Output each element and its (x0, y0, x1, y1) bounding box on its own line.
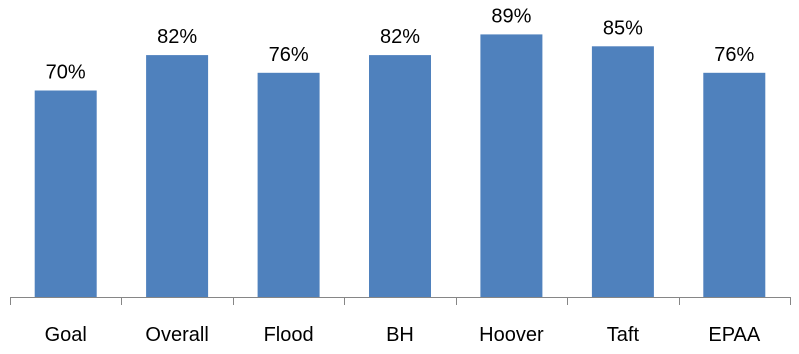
data-label-hoover: 89% (491, 5, 531, 27)
x-tick-label-overall: Overall (145, 324, 208, 346)
bar-taft (591, 46, 654, 298)
data-label-taft: 85% (603, 17, 643, 39)
bar-goal (34, 90, 97, 297)
x-tick-label-epaa: EPAA (708, 324, 761, 346)
x-tick-label-hoover: Hoover (479, 324, 544, 346)
x-axis-tick-labels: Goal Overall Flood BH Hoover Taft EPAA (45, 324, 761, 346)
bar-epaa (703, 72, 766, 297)
bar-flood (257, 72, 320, 297)
data-label-flood: 76% (269, 44, 309, 66)
x-tick-label-taft: Taft (607, 324, 640, 346)
x-tick-label-goal: Goal (45, 324, 87, 346)
bar-hoover (480, 34, 543, 298)
x-tick-label-flood: Flood (264, 324, 314, 346)
bars-layer (34, 34, 766, 298)
data-label-overall: 82% (157, 26, 197, 48)
data-label-bh: 82% (380, 26, 420, 48)
bar-bh (369, 55, 431, 297)
x-axis-ticks (10, 297, 791, 305)
data-labels-layer: 70% 82% 76% 82% 89% 85% 76% (46, 5, 755, 83)
data-label-epaa: 76% (714, 44, 754, 66)
bar-overall (146, 55, 209, 297)
data-label-goal: 70% (46, 62, 86, 84)
x-tick-label-bh: BH (386, 324, 414, 346)
